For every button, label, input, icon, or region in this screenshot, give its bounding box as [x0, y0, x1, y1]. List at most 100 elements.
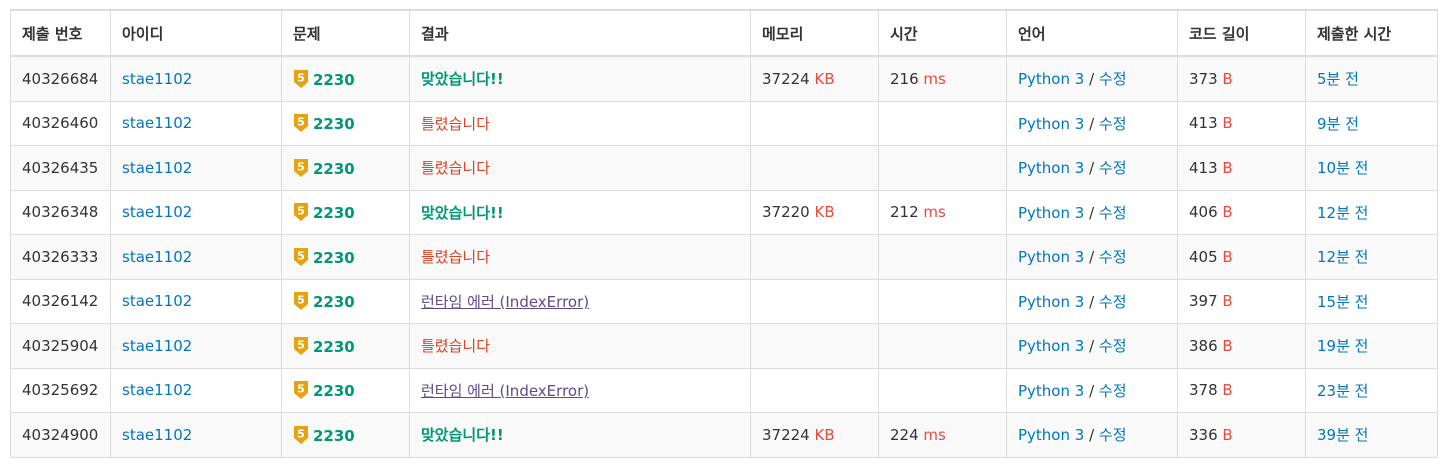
problem-cell: 5 2230	[281, 145, 410, 191]
language-link[interactable]: Python 3	[1018, 159, 1085, 178]
memory-cell	[750, 145, 879, 191]
problem-link[interactable]: 2230	[313, 115, 355, 134]
submitted-time-link[interactable]: 5분 전	[1317, 70, 1359, 89]
submitted-time-link[interactable]: 12분 전	[1317, 248, 1369, 267]
problem-link[interactable]: 2230	[313, 382, 355, 401]
edit-link[interactable]: 수정	[1098, 292, 1127, 311]
edit-link[interactable]: 수정	[1098, 337, 1127, 356]
tier-badge-label: 5	[297, 71, 305, 84]
user-id-cell: stae1102	[110, 100, 282, 146]
result-cell: 틀렸습니다	[409, 234, 751, 280]
result-cell: 틀렸습니다	[409, 145, 751, 191]
problem-link[interactable]: 2230	[313, 70, 355, 89]
submission-id-cell: 40325904	[10, 323, 111, 369]
edit-link[interactable]: 수정	[1098, 381, 1127, 400]
language-separator: /	[1084, 248, 1099, 267]
edit-link[interactable]: 수정	[1098, 248, 1127, 267]
user-id-link[interactable]: stae1102	[122, 381, 193, 400]
language-separator: /	[1084, 337, 1099, 356]
time-cell	[878, 367, 1007, 413]
result-cell: 틀렸습니다	[409, 323, 751, 369]
tier-badge-label: 5	[297, 294, 305, 307]
language-link[interactable]: Python 3	[1018, 114, 1085, 133]
user-id-link[interactable]: stae1102	[122, 336, 193, 355]
language-link[interactable]: Python 3	[1018, 70, 1085, 89]
result-text[interactable]: 런타임 에러 (IndexError)	[421, 381, 590, 400]
code-length-unit: B	[1222, 336, 1233, 355]
submitted-time-link[interactable]: 19분 전	[1317, 337, 1369, 356]
result-text[interactable]: 런타임 에러 (IndexError)	[421, 292, 590, 311]
language-cell: Python 3 / 수정	[1006, 367, 1178, 413]
submission-id-cell: 40324900	[10, 412, 111, 458]
table-row: 40325904 stae1102 5 2230 틀렸습니다 Python 3 / 수정 3…	[10, 323, 1438, 369]
user-id-link[interactable]: stae1102	[122, 247, 193, 266]
edit-link[interactable]: 수정	[1098, 203, 1127, 222]
code-length-cell: 413 B	[1177, 145, 1306, 191]
user-id-link[interactable]: stae1102	[122, 114, 193, 133]
submission-id: 40326142	[22, 292, 99, 311]
submitted-time-link[interactable]: 23분 전	[1317, 381, 1369, 400]
language-separator: /	[1084, 70, 1099, 89]
edit-link[interactable]: 수정	[1098, 426, 1127, 445]
code-length-cell: 386 B	[1177, 323, 1306, 369]
user-id-cell: stae1102	[110, 367, 282, 413]
code-length-unit: B	[1222, 292, 1233, 311]
status-table-container: 제출 번호 아이디 문제 결과 메모리 시간 언어 코드 길이 제출한 시간 4…	[10, 9, 1438, 458]
user-id-link[interactable]: stae1102	[122, 158, 193, 177]
user-id-link[interactable]: stae1102	[122, 425, 193, 444]
submission-id: 40324900	[22, 425, 99, 444]
submission-id-cell: 40326435	[10, 145, 111, 191]
submission-id-cell: 40325692	[10, 367, 111, 413]
problem-link[interactable]: 2230	[313, 248, 355, 267]
code-length-unit: B	[1222, 425, 1233, 444]
language-link[interactable]: Python 3	[1018, 337, 1085, 356]
code-length-unit: B	[1222, 69, 1233, 88]
problem-link[interactable]: 2230	[313, 204, 355, 223]
time-value: 212	[890, 203, 919, 222]
problem-link[interactable]: 2230	[313, 159, 355, 178]
code-length-value: 378	[1189, 381, 1218, 400]
language-link[interactable]: Python 3	[1018, 292, 1085, 311]
header-result: 결과	[409, 9, 751, 57]
submitted-time-link[interactable]: 10분 전	[1317, 159, 1369, 178]
memory-cell	[750, 234, 879, 280]
header-memory: 메모리	[750, 9, 879, 57]
submitted-time-link[interactable]: 39분 전	[1317, 426, 1369, 445]
submission-id: 40325904	[22, 336, 99, 355]
tier-badge-icon: 5	[294, 158, 308, 177]
memory-value: 37224	[762, 69, 810, 88]
problem-link[interactable]: 2230	[313, 337, 355, 356]
code-length-value: 373	[1189, 69, 1218, 88]
user-id-link[interactable]: stae1102	[122, 203, 193, 222]
submission-id-cell: 40326684	[10, 55, 111, 102]
language-link[interactable]: Python 3	[1018, 248, 1085, 267]
code-length-value: 413	[1189, 158, 1218, 177]
language-link[interactable]: Python 3	[1018, 203, 1085, 222]
problem-link[interactable]: 2230	[313, 293, 355, 312]
tier-badge-icon: 5	[294, 381, 308, 400]
language-link[interactable]: Python 3	[1018, 426, 1085, 445]
code-length-unit: B	[1222, 203, 1233, 222]
result-cell: 맞았습니다!!	[409, 189, 751, 235]
submitted-time-link[interactable]: 9분 전	[1317, 114, 1359, 133]
submitted-time-link[interactable]: 15분 전	[1317, 292, 1369, 311]
result-text: 틀렸습니다	[421, 337, 491, 356]
submitted-time-link[interactable]: 12분 전	[1317, 203, 1369, 222]
time-value: 224	[890, 425, 919, 444]
user-id-link[interactable]: stae1102	[122, 69, 193, 88]
submission-status-table: 제출 번호 아이디 문제 결과 메모리 시간 언어 코드 길이 제출한 시간 4…	[10, 9, 1438, 458]
tier-badge-icon: 5	[294, 292, 308, 311]
language-cell: Python 3 / 수정	[1006, 100, 1178, 146]
result-cell: 틀렸습니다	[409, 100, 751, 146]
language-cell: Python 3 / 수정	[1006, 55, 1178, 102]
edit-link[interactable]: 수정	[1098, 70, 1127, 89]
edit-link[interactable]: 수정	[1098, 159, 1127, 178]
problem-link[interactable]: 2230	[313, 426, 355, 445]
code-length-cell: 397 B	[1177, 278, 1306, 324]
user-id-link[interactable]: stae1102	[122, 292, 193, 311]
submitted-time-cell: 10분 전	[1305, 145, 1438, 191]
edit-link[interactable]: 수정	[1098, 114, 1127, 133]
code-length-value: 406	[1189, 203, 1218, 222]
code-length-value: 336	[1189, 425, 1218, 444]
language-link[interactable]: Python 3	[1018, 381, 1085, 400]
